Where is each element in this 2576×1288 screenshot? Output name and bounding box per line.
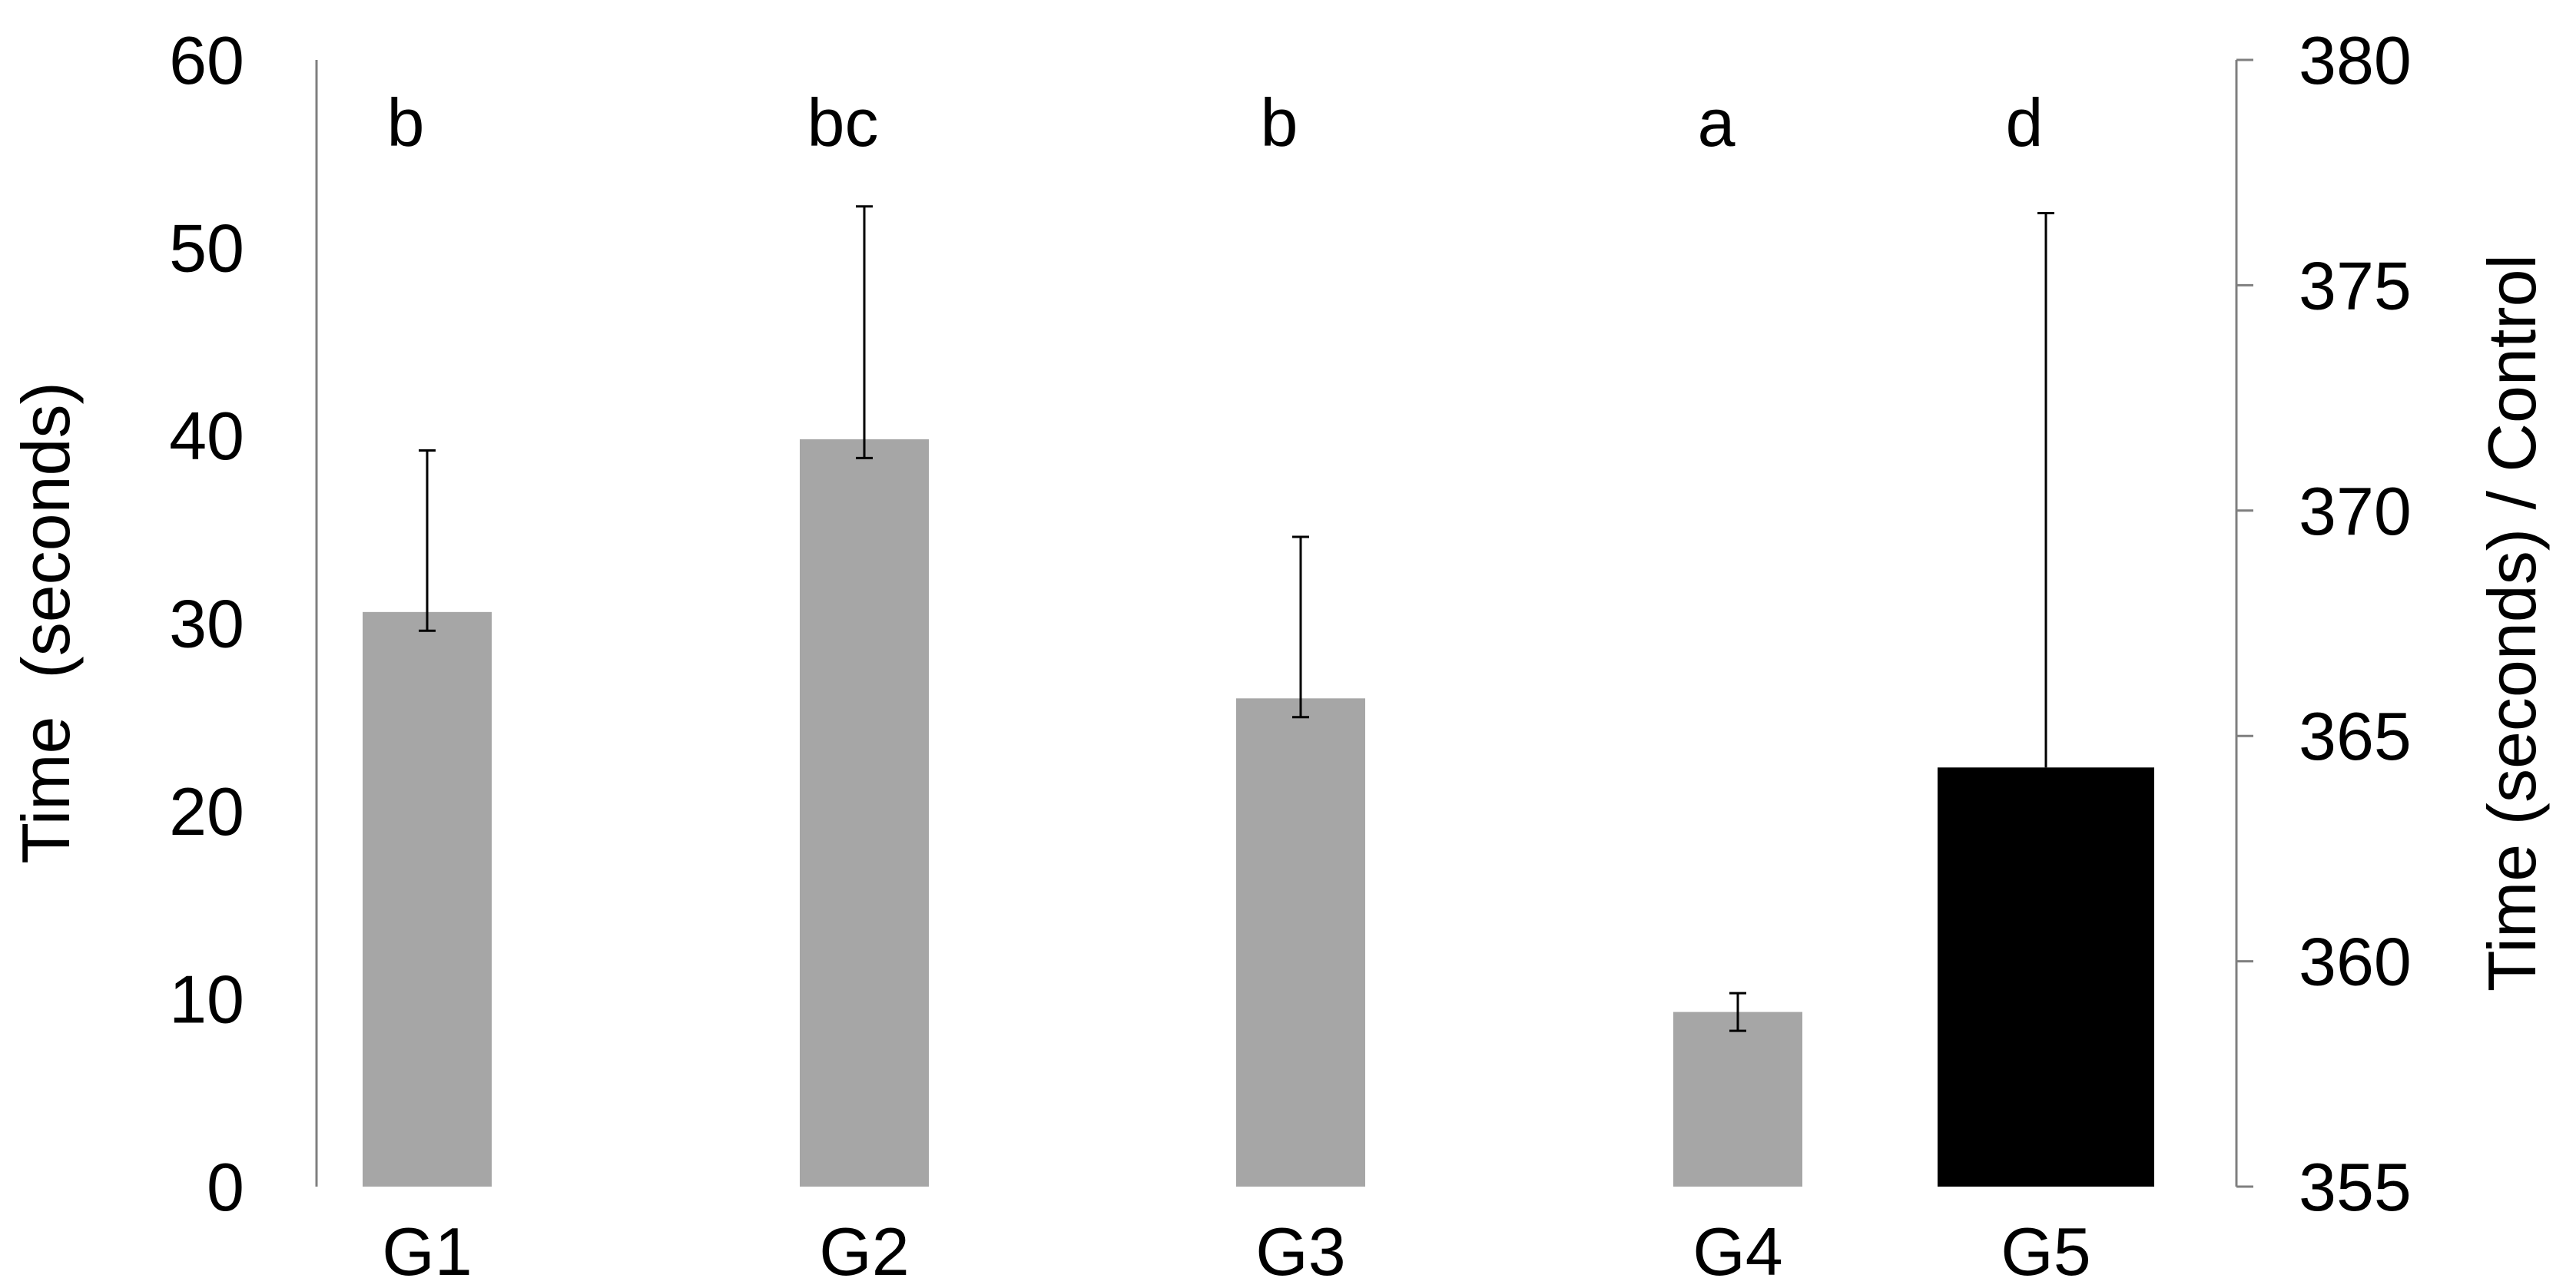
left-y-tick-label: 20 (169, 773, 244, 849)
right-y-ticks: 355 360 365 370 375 380 (2236, 22, 2412, 1225)
left-y-tick-label: 0 (207, 1149, 244, 1225)
bar-g5 (1938, 767, 2154, 1187)
category-label-g4: G4 (1692, 1214, 1782, 1288)
right-y-tick-label: 370 (2299, 473, 2412, 549)
category-label-g5: G5 (2001, 1214, 2090, 1288)
significance-label-g5: d (2006, 84, 2044, 161)
bar-g1 (363, 612, 492, 1187)
significance-label-g2: bc (807, 84, 879, 161)
bar-g3 (1236, 698, 1365, 1187)
bar-g2 (800, 439, 929, 1187)
left-y-tick-label: 30 (169, 586, 244, 662)
left-y-axis: 0 10 20 30 40 50 60 Time (seconds) (8, 22, 317, 1225)
left-y-tick-label: 50 (169, 210, 244, 286)
right-y-tick-label: 360 (2299, 924, 2412, 1000)
bars (363, 439, 2154, 1187)
left-y-tick-label: 40 (169, 398, 244, 474)
bar-g4 (1673, 1012, 1802, 1187)
right-y-axis: 355 360 365 370 375 380 Time (seconds) / Cont… (2236, 22, 2550, 1225)
right-y-tick-label: 365 (2299, 698, 2412, 774)
category-label-g2: G2 (819, 1214, 909, 1288)
right-y-tick-label: 355 (2299, 1149, 2412, 1225)
significance-label-g1: b (387, 84, 425, 161)
significance-label-g3: b (1261, 84, 1298, 161)
category-labels: G1 G2 G3 G4 G5 (382, 1214, 2090, 1288)
category-label-g1: G1 (382, 1214, 472, 1288)
left-y-tick-labels: 0 10 20 30 40 50 60 (169, 22, 244, 1225)
right-y-axis-title: Time (seconds) / Control (2474, 254, 2550, 992)
significance-labels: b bc b a d (387, 84, 2044, 161)
left-y-axis-title: Time (seconds) (8, 382, 84, 864)
category-label-g3: G3 (1255, 1214, 1345, 1288)
left-y-tick-label: 60 (169, 22, 244, 98)
right-y-tick-label: 375 (2299, 247, 2412, 323)
left-y-tick-label: 10 (169, 962, 244, 1038)
right-y-tick-label: 380 (2299, 22, 2412, 98)
significance-label-g4: a (1698, 84, 1736, 161)
